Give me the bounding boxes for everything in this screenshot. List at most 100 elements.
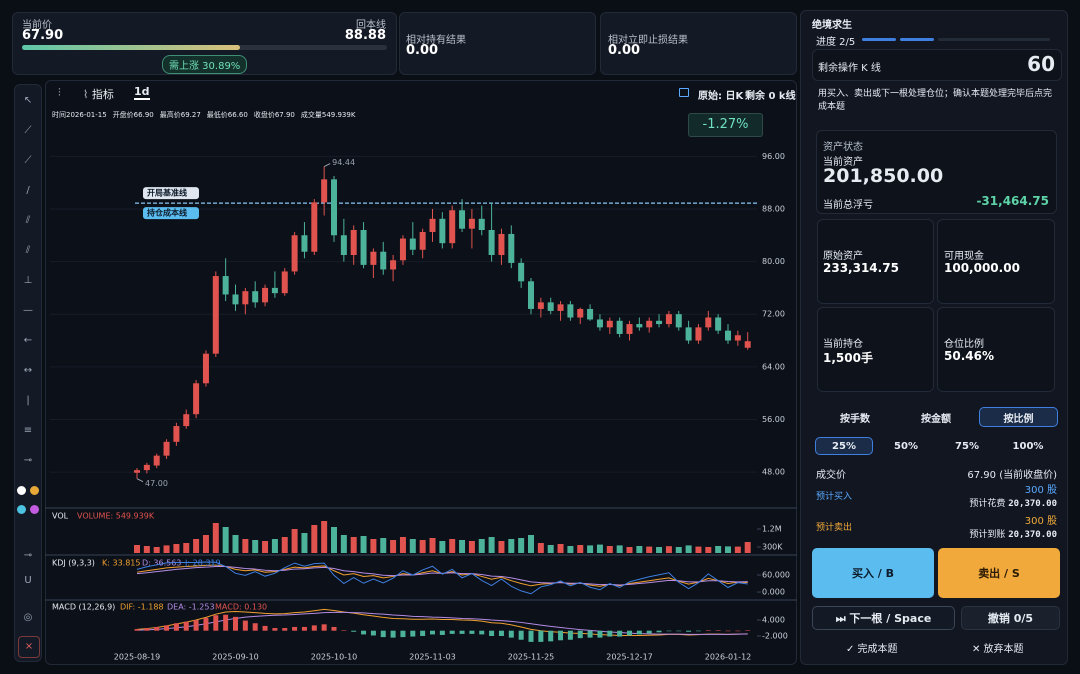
volume-bar [143, 546, 150, 553]
candle-body [380, 251, 387, 270]
undo-button[interactable]: 撤销 0/5 [961, 606, 1060, 630]
next-button[interactable]: ⏭ 下一根 / Space [812, 606, 955, 630]
high-label: 94.44 [332, 158, 355, 167]
volume-bar [616, 545, 623, 553]
macd-bar [193, 620, 199, 631]
candle-body [606, 320, 613, 328]
macd-bar [400, 630, 406, 638]
candle-body [626, 324, 633, 334]
sell-label: 预计卖出 [816, 523, 853, 533]
mode-tab[interactable]: 按手数 [840, 413, 870, 425]
tool-channel[interactable]: ⫽ [25, 215, 31, 226]
volume-bar [508, 539, 515, 553]
ratio[interactable]: 50% [894, 440, 918, 452]
instruction: 用买入、卖出或下一根处理仓位；确认本题处理完毕后点完成本题 [818, 89, 1053, 112]
tool-fib[interactable]: ≡ [23, 425, 33, 436]
tool-hline[interactable]: — [23, 305, 33, 316]
indicator-line [136, 561, 748, 595]
candle-body [409, 238, 416, 250]
mode-tab-active[interactable]: 按比例 [979, 407, 1058, 427]
volume-bar [399, 537, 406, 553]
macd-bar [252, 623, 258, 631]
macd-bar [439, 630, 445, 635]
tool-price[interactable]: ⊸ [23, 455, 33, 466]
chart-type-icon[interactable]: ⫶ [58, 86, 61, 99]
tool-ray[interactable]: ⟋ [24, 155, 32, 166]
macd-bar [213, 615, 219, 631]
candle-body [685, 327, 692, 341]
tool-hide[interactable]: ◎ [23, 612, 33, 623]
sell-cost-label: 预计到账 [969, 530, 1006, 540]
abandon-button[interactable]: ✕ 放弃本题 [972, 644, 1024, 655]
macd-bar [351, 630, 357, 632]
volume-bar [212, 523, 219, 553]
y-tick-label: 72.00 [762, 310, 785, 319]
macd-bar [705, 630, 711, 631]
candle-body [291, 235, 298, 272]
macd-bar [469, 630, 475, 634]
macd-bar [144, 628, 150, 631]
indicator-line [136, 566, 748, 586]
macd-bar [370, 630, 376, 636]
volume-bar [665, 546, 672, 553]
macd-bar [341, 630, 347, 631]
macd-bar [282, 628, 288, 631]
tool-width[interactable]: ⊸ [23, 550, 33, 561]
macd-bar [331, 626, 337, 631]
mode-tab[interactable]: 按金额 [921, 413, 951, 425]
ratio[interactable]: 100% [1012, 440, 1044, 452]
sell-button[interactable]: 卖出 / S [938, 548, 1060, 598]
low-label: 47.00 [145, 479, 168, 488]
volume-bar [626, 547, 633, 553]
reference-label: 开局基准线 [147, 188, 187, 198]
tool-parallel[interactable]: ⫽ [25, 245, 31, 256]
tool-vline[interactable]: ⊥ [23, 275, 33, 286]
color-purple[interactable] [30, 505, 39, 514]
tool-delete[interactable]: × [18, 636, 40, 658]
info-volume: 成交量549.939K [300, 111, 356, 119]
buy-button[interactable]: 买入 / B [812, 548, 934, 598]
ratio-active[interactable]: 25% [815, 437, 873, 455]
macd-bar [587, 630, 593, 638]
tool-line[interactable]: ⟋ [24, 125, 32, 136]
indicator-tab[interactable]: ⌇ 指标 [83, 88, 114, 101]
macd-bar [656, 630, 662, 633]
stat-label: 仓位比例 [944, 339, 984, 350]
buy-cost-value: 20,370.00 [1008, 499, 1057, 509]
macd-bar [479, 630, 485, 635]
candle-body [222, 276, 229, 295]
need-rise-badge: 需上涨 30.89% [162, 55, 248, 74]
candle-body [301, 235, 308, 252]
finish-button[interactable]: ✓ 完成本题 [846, 644, 898, 655]
volume-bar [193, 539, 200, 553]
candle-body [183, 414, 190, 427]
sell-cost-value: 20,370.00 [1008, 530, 1057, 540]
tool-cursor[interactable]: ↖ [23, 95, 33, 106]
macd-bar [695, 630, 701, 632]
color-white[interactable] [17, 486, 26, 495]
color-orange[interactable] [30, 486, 39, 495]
volume-bar [478, 539, 485, 553]
volume-bar [331, 527, 337, 553]
tool-hray[interactable]: ← [23, 335, 33, 346]
volume-bar [242, 539, 249, 553]
candle-body [163, 441, 170, 456]
info-low: 最低价66.60 [206, 111, 248, 119]
source: 原始: 日K [698, 91, 744, 102]
tool-magnet[interactable]: U [24, 575, 32, 586]
macd-bar [183, 621, 189, 631]
stat-label: 可用现金 [944, 251, 984, 262]
source-icon [679, 88, 689, 97]
reference-label: 持仓成本线 [147, 208, 187, 218]
tool-segment[interactable]: / [26, 185, 30, 196]
y-tick-label: 88.00 [762, 204, 785, 213]
volume-bar [744, 542, 751, 553]
macd-bar [538, 630, 544, 642]
candle-body [577, 308, 584, 318]
tool-range[interactable]: ↔ [23, 365, 33, 376]
tool-vert[interactable]: | [26, 395, 30, 406]
volume-bar [163, 545, 170, 553]
color-cyan[interactable] [17, 505, 26, 514]
period-tab[interactable]: 1d [134, 85, 150, 100]
ratio[interactable]: 75% [955, 440, 979, 452]
